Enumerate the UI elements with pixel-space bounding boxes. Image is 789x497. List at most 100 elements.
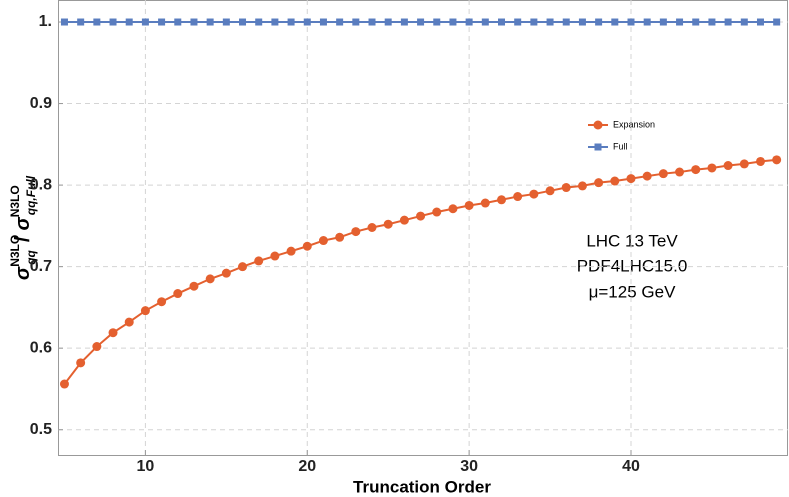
data-point <box>189 281 199 291</box>
data-point <box>92 342 102 352</box>
y-tick-label: 0.5 <box>30 421 52 438</box>
x-tick-label: 20 <box>298 458 316 475</box>
data-point <box>190 18 198 26</box>
data-point <box>286 246 296 256</box>
data-point <box>336 18 344 26</box>
data-point <box>626 174 636 184</box>
data-point <box>772 155 782 165</box>
data-point <box>157 297 167 307</box>
data-point <box>335 232 345 242</box>
data-point <box>221 268 231 278</box>
data-point <box>497 195 507 205</box>
data-point <box>577 181 587 191</box>
data-point <box>578 18 586 26</box>
data-point <box>93 18 101 26</box>
legend-label: Expansion <box>613 119 655 129</box>
data-point <box>724 18 732 26</box>
data-point <box>448 204 458 214</box>
data-point <box>287 18 295 26</box>
data-point <box>480 198 490 208</box>
y-tick-label: 1. <box>39 13 52 30</box>
data-point <box>238 262 248 272</box>
data-point <box>707 163 717 173</box>
data-point <box>255 18 263 26</box>
data-point <box>676 18 684 26</box>
y-tick-label: 0.6 <box>30 339 52 356</box>
data-point <box>433 18 441 26</box>
data-point <box>174 18 182 26</box>
data-point <box>611 18 619 26</box>
data-point <box>675 167 685 177</box>
data-point <box>643 18 651 26</box>
y-label-part: qq,Full <box>24 175 38 215</box>
y-label-part: N3LO <box>8 235 22 267</box>
data-point <box>59 379 69 389</box>
x-tick-label: 10 <box>137 458 155 475</box>
data-point <box>642 171 652 181</box>
y-label-part: N3LO <box>8 185 22 217</box>
y-label-part: qq <box>24 249 38 264</box>
data-point <box>77 18 85 26</box>
data-point <box>158 18 166 26</box>
data-point <box>514 18 522 26</box>
x-axis-label: Truncation Order <box>353 477 491 496</box>
data-point <box>108 328 118 338</box>
data-point <box>546 18 554 26</box>
data-point <box>271 18 279 26</box>
data-point <box>173 289 183 299</box>
y-label-part: / <box>12 236 34 242</box>
data-point <box>351 227 361 237</box>
data-point <box>773 18 781 26</box>
data-point <box>124 317 134 327</box>
data-point <box>545 186 555 196</box>
data-point <box>205 274 215 284</box>
data-point <box>239 18 247 26</box>
data-point <box>60 18 68 26</box>
data-point <box>498 18 506 26</box>
annotation: LHC 13 TeV <box>586 231 678 250</box>
data-point <box>303 18 311 26</box>
data-point <box>140 306 150 316</box>
data-point <box>449 18 457 26</box>
x-tick-label: 40 <box>622 458 640 475</box>
data-point <box>141 18 149 26</box>
data-point <box>206 18 214 26</box>
data-point <box>367 223 377 232</box>
data-point <box>594 178 604 188</box>
data-point <box>561 183 571 193</box>
data-point <box>417 18 425 26</box>
data-point <box>530 18 538 26</box>
data-point <box>222 18 230 26</box>
y-tick-label: 0.7 <box>30 258 52 275</box>
data-point <box>254 256 264 266</box>
data-point <box>318 236 328 246</box>
data-point <box>739 159 749 169</box>
data-point <box>368 18 376 26</box>
annotation: PDF4LHC15.0 <box>577 256 688 275</box>
data-point <box>513 192 523 202</box>
annotation: μ=125 GeV <box>589 282 676 301</box>
data-point <box>319 18 327 26</box>
data-point <box>708 18 716 26</box>
legend-marker <box>593 120 603 130</box>
data-point <box>755 156 765 166</box>
y-label-part: σ <box>12 217 34 231</box>
data-point <box>627 18 635 26</box>
data-point <box>610 176 620 186</box>
data-point <box>658 169 668 179</box>
data-point <box>562 18 570 26</box>
data-point <box>400 18 408 26</box>
legend-label: Full <box>613 141 628 151</box>
data-point <box>383 219 393 229</box>
data-point <box>432 207 442 217</box>
y-tick-label: 0.8 <box>30 176 52 193</box>
data-point <box>659 18 667 26</box>
y-axis-label: σN3LO qq/σN3LO qq,Full <box>8 175 38 280</box>
data-point <box>270 251 280 261</box>
y-label-part: σ <box>12 266 34 280</box>
data-point <box>352 18 360 26</box>
data-point <box>691 165 701 175</box>
data-point <box>756 18 764 26</box>
data-point <box>723 161 733 171</box>
data-point <box>109 18 117 26</box>
